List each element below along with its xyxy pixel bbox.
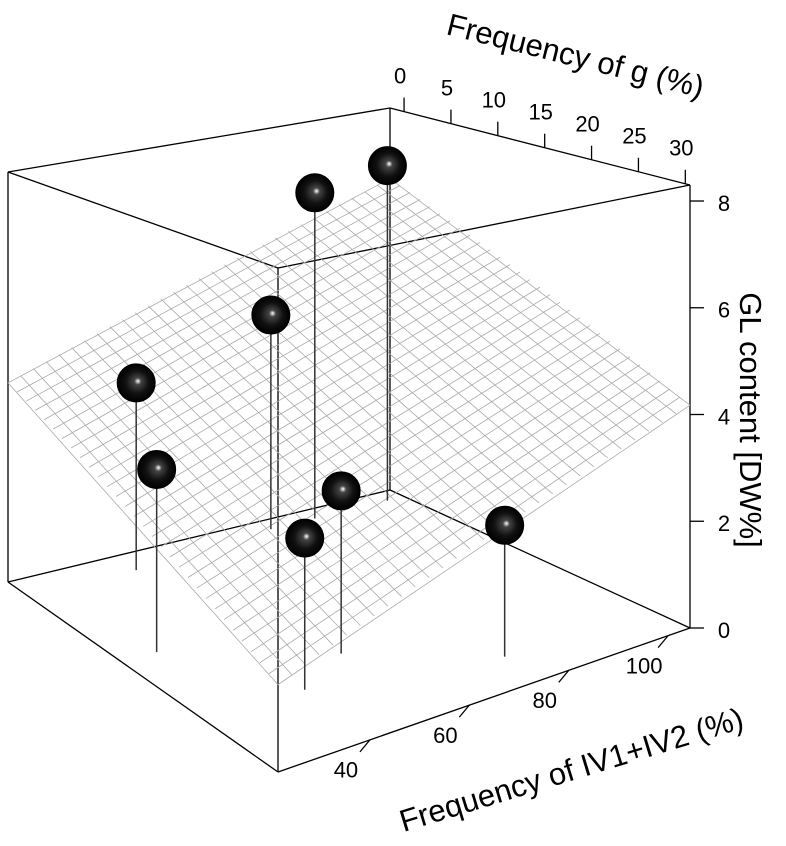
y-tick-label: 30 [669,136,693,161]
box-edge [7,171,279,269]
x-tick-label: 40 [334,758,358,783]
box-edge [7,489,391,583]
x-tick-label: 80 [532,688,556,713]
point [485,505,525,545]
z-tick-label: 6 [718,298,730,323]
box-edge [277,184,691,269]
x-tick [657,635,669,649]
point [321,471,361,511]
z-tick-label: 2 [718,511,730,536]
z-tick-label: 0 [718,618,730,643]
point [251,295,291,335]
z-tick-label: 8 [718,191,730,216]
point [367,146,407,186]
box-edge [277,627,691,773]
box-edge [389,107,691,186]
y-tick-label: 15 [528,100,552,125]
x-tick-label: 100 [626,653,663,678]
z-axis-title: GL content [DW%] [733,292,768,548]
box-edge [7,107,391,173]
y-tick-label: 10 [482,87,506,112]
y-tick-label: 25 [622,124,646,149]
point [285,518,325,558]
point [137,449,177,489]
regression-surface [7,178,691,685]
x-axis-title: Frequency of IV1+IV2 (%) [395,701,747,839]
y-tick-label: 0 [394,63,406,88]
y-tick-label: 5 [441,75,453,100]
x-tick-label: 60 [433,723,457,748]
point [116,363,156,403]
x-tick [458,704,470,718]
x-tick [558,669,570,683]
point [295,173,335,213]
y-tick-label: 20 [575,112,599,137]
z-tick-label: 4 [718,404,730,429]
box-edge [7,581,279,773]
x-tick [359,739,371,753]
box-edge [389,489,691,629]
